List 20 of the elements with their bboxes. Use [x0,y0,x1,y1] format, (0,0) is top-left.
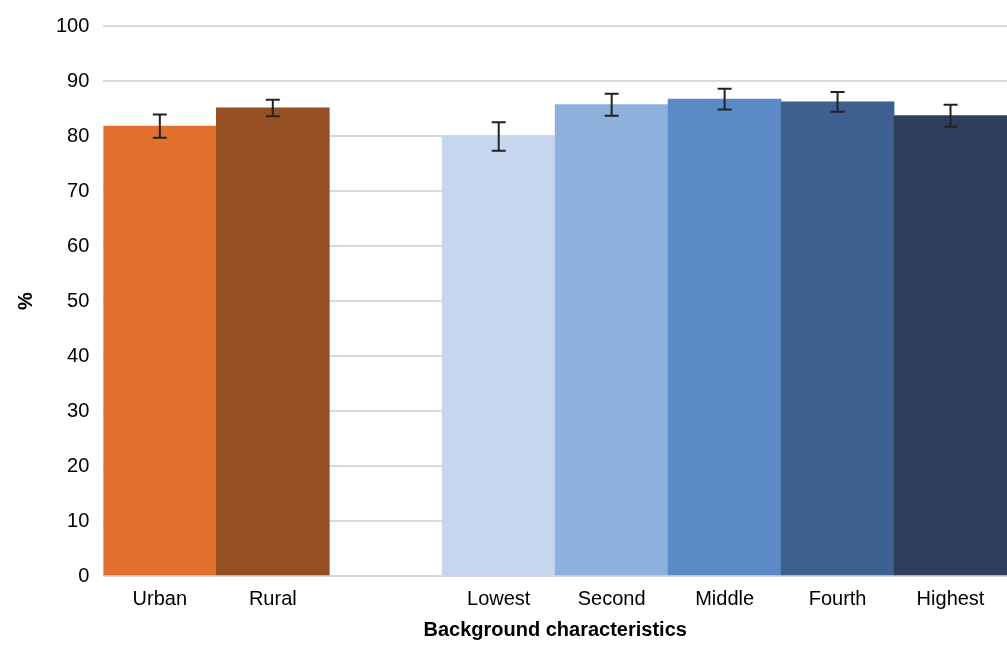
y-axis-title: % [13,291,36,310]
x-tick-label: Second [577,586,646,609]
y-tick-label: 30 [67,398,90,421]
y-tick-label: 100 [55,13,90,36]
y-tick-label: 50 [67,288,90,311]
y-tick-label: 40 [67,343,90,366]
x-tick-label: Lowest [467,586,531,609]
y-tick-label: 0 [78,563,90,586]
y-tick-label: 80 [67,123,90,146]
x-tick-label: Rural [248,586,297,609]
y-tick-label: 90 [67,68,90,91]
x-tick-label: Fourth [808,586,867,609]
x-tick-label: Middle [695,586,755,609]
x-tick-label: Highest [916,586,985,609]
x-tick-label: Urban [132,586,188,609]
y-tick-label: 20 [67,453,90,476]
y-tick-label: 70 [67,178,90,201]
y-tick-label: 60 [67,233,90,256]
y-tick-label: 10 [67,508,90,531]
x-axis-title: Background characteristics [423,617,687,640]
